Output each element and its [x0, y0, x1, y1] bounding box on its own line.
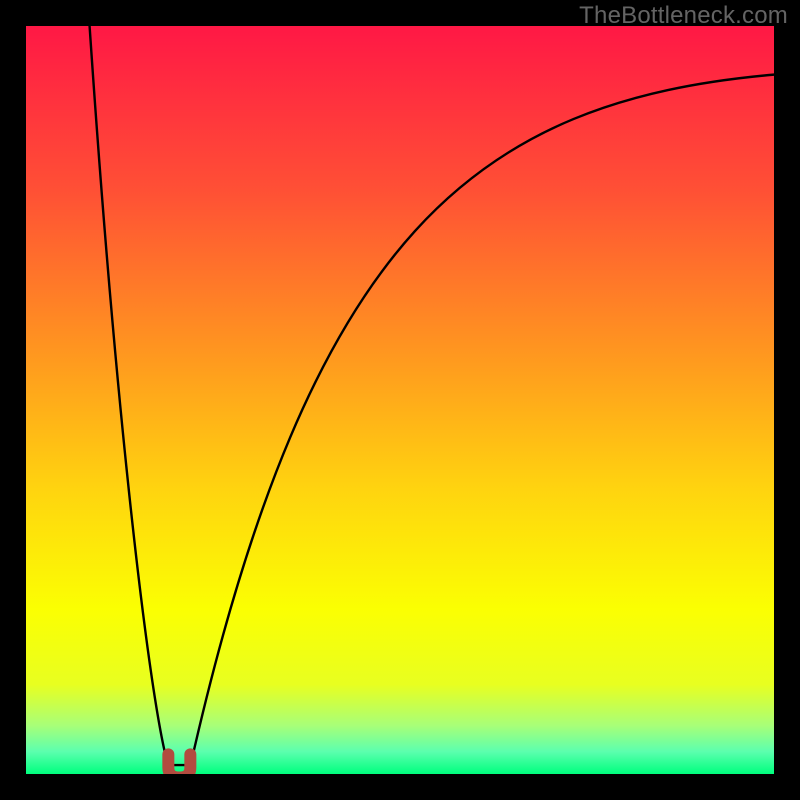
chart-stage: TheBottleneck.com — [0, 0, 800, 800]
watermark-text: TheBottleneck.com — [579, 2, 788, 30]
plot-background — [26, 26, 774, 774]
bottleneck-chart — [0, 0, 800, 800]
